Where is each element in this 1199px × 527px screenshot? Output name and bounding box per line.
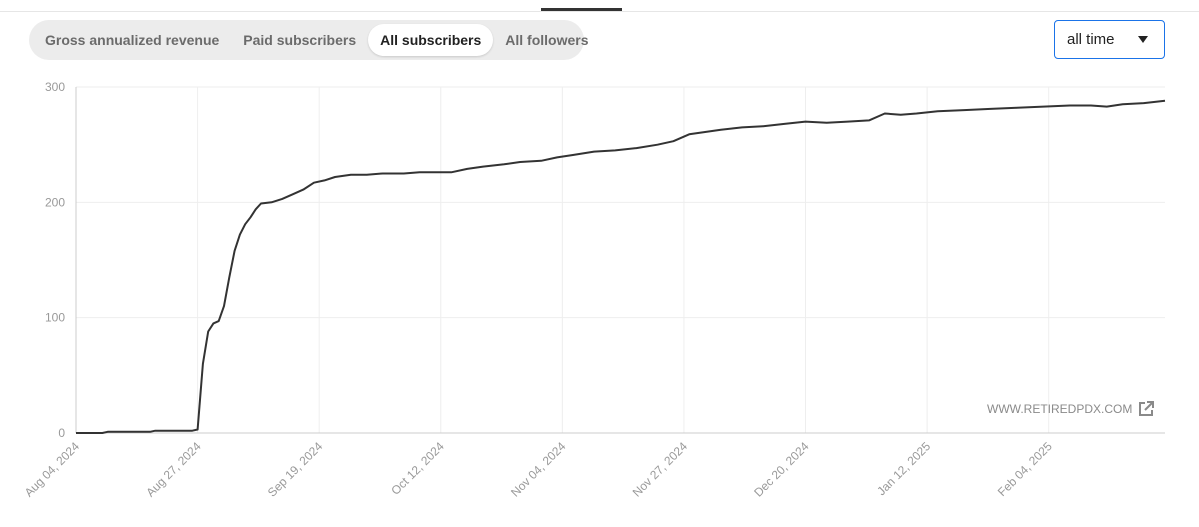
subscribers-line	[76, 99, 1166, 434]
caret-down-icon	[1138, 36, 1148, 43]
x-tick-label: Nov 27, 2024	[630, 439, 691, 500]
x-tick-label: Aug 27, 2024	[143, 439, 204, 500]
tab-all-followers[interactable]: All followers	[505, 32, 589, 48]
x-tick-label: Oct 12, 2024	[388, 439, 447, 498]
x-tick-label: Nov 04, 2024	[508, 439, 569, 500]
x-tick-label: Dec 20, 2024	[751, 439, 812, 500]
watermark-text: WWW.RETIREDPDX.COM	[987, 402, 1133, 416]
x-tick-label: Aug 04, 2024	[22, 439, 83, 500]
x-tick-label: Feb 04, 2025	[995, 439, 1055, 499]
metric-tabs: Gross annualized revenue Paid subscriber…	[29, 20, 589, 60]
tab-gross-annualized-revenue[interactable]: Gross annualized revenue	[45, 32, 220, 48]
tab-paid-subscribers[interactable]: Paid subscribers	[243, 32, 357, 48]
y-tick-label: 100	[45, 311, 65, 325]
y-tick-label: 200	[45, 195, 65, 209]
source-watermark[interactable]: WWW.RETIREDPDX.COM	[987, 399, 1156, 419]
external-link-icon	[1139, 401, 1155, 416]
x-tick-label: Jan 12, 2025	[874, 439, 933, 498]
active-nav-indicator	[541, 8, 622, 11]
time-range-select[interactable]: all time	[1054, 20, 1165, 59]
top-divider	[0, 11, 1199, 12]
tab-all-subscribers[interactable]: All subscribers	[368, 24, 494, 56]
x-tick-label: Sep 19, 2024	[265, 439, 326, 500]
y-tick-label: 0	[58, 426, 65, 440]
y-tick-label: 300	[45, 80, 65, 94]
time-range-value: all time	[1067, 31, 1115, 48]
